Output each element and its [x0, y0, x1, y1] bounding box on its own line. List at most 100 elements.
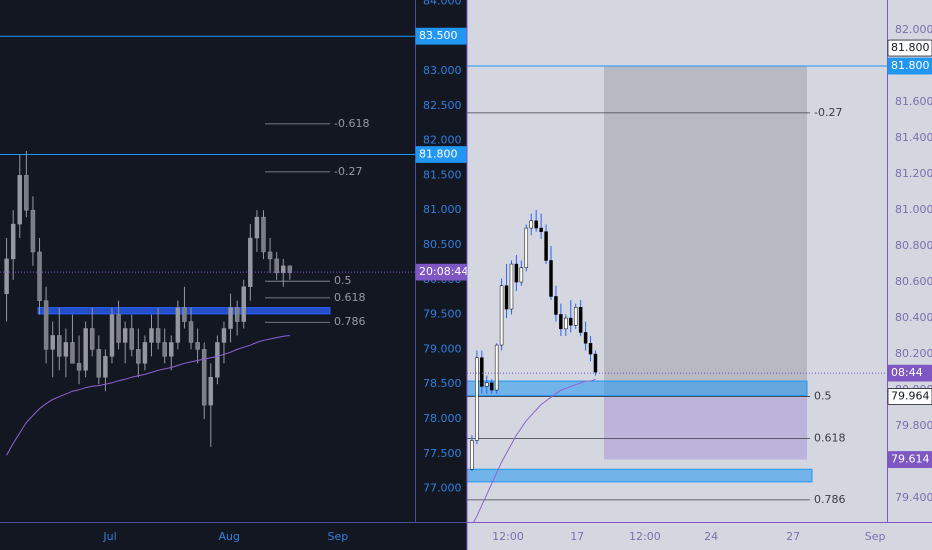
candle-body — [539, 227, 543, 232]
candle-body — [274, 258, 279, 274]
price-badge-label: 79.964 — [891, 390, 930, 403]
time-axis — [0, 522, 467, 550]
candle-body — [564, 317, 568, 330]
candle-body — [519, 267, 524, 283]
y-tick-label: 80.600 — [895, 275, 932, 288]
candle-body — [504, 285, 509, 310]
candle-body — [234, 307, 240, 322]
position-box — [604, 396, 807, 460]
candle-body — [122, 328, 128, 343]
candle-body — [248, 237, 253, 288]
candle-body — [30, 209, 36, 253]
candle-body — [514, 263, 519, 283]
moving-average — [6, 335, 290, 456]
price-axis — [415, 0, 467, 522]
y-tick-label: 79.000 — [423, 342, 462, 355]
price-badge — [887, 57, 932, 75]
candle-body — [221, 328, 227, 343]
candle-body — [136, 349, 141, 364]
candle-body — [24, 175, 29, 211]
price-badge — [887, 388, 932, 405]
y-tick-label: 77.000 — [423, 482, 462, 495]
candle-body — [188, 321, 194, 343]
y-tick-label: 82.000 — [895, 23, 932, 36]
price-badge-label: 79.614 — [891, 453, 930, 466]
price-badge-label: 81.800 — [891, 41, 930, 54]
candle-body — [103, 356, 108, 378]
fib-label: -0.27 — [334, 165, 362, 178]
x-tick-label: 12:00 — [629, 530, 661, 543]
y-tick-label: 82.500 — [423, 99, 462, 112]
price-badge — [887, 451, 932, 468]
candle-body — [267, 251, 273, 260]
x-tick-label: 27 — [786, 530, 800, 543]
y-tick-label: 81.200 — [895, 167, 932, 180]
zone — [466, 380, 808, 396]
x-tick-label: 17 — [570, 530, 584, 543]
candle-body — [83, 328, 88, 371]
candle-body — [480, 357, 484, 387]
fib-label: 0.618 — [334, 291, 366, 304]
candle-body — [17, 175, 22, 225]
candle-body — [142, 342, 148, 364]
candle-body — [96, 349, 102, 378]
candle-body — [57, 335, 62, 357]
y-tick-label: 80.500 — [423, 238, 462, 251]
candle-body — [162, 342, 167, 357]
candle-body — [70, 342, 75, 364]
candle-body — [182, 307, 187, 322]
candle-body — [261, 216, 266, 253]
candle-body — [485, 382, 489, 387]
candle-body — [109, 314, 115, 357]
y-tick-label: 84.000 — [423, 0, 462, 7]
y-tick-label: 83.000 — [423, 64, 462, 77]
price-badge-label: 81.800 — [419, 148, 458, 161]
candle-body — [89, 328, 95, 350]
y-tick-label: 78.000 — [423, 412, 462, 425]
candle-body — [208, 376, 214, 406]
candle-body — [524, 227, 529, 268]
candle-body — [201, 349, 207, 406]
fib-label: 0.786 — [334, 315, 366, 328]
y-tick-label: 79.400 — [895, 491, 932, 504]
moving-average — [471, 378, 596, 526]
candle-body — [4, 258, 9, 294]
candle-body — [544, 231, 548, 261]
y-tick-label: 78.500 — [423, 377, 462, 390]
candle-body — [499, 285, 504, 346]
y-tick-label: 82.000 — [423, 134, 462, 147]
candle-body — [494, 344, 499, 391]
candle-body — [155, 328, 161, 343]
fib-label: -0.618 — [334, 117, 369, 130]
price-badge-label: 83.500 — [419, 29, 458, 42]
candle-body — [470, 440, 474, 470]
candle-body — [583, 332, 588, 344]
y-tick-label: 79.800 — [895, 419, 932, 432]
time-axis — [467, 522, 932, 550]
candle-body — [195, 342, 200, 350]
price-axis — [887, 0, 932, 522]
x-tick-label: Sep — [328, 530, 349, 543]
candle-body — [50, 335, 55, 350]
candle-body — [37, 251, 42, 301]
candle-body — [43, 300, 49, 350]
y-tick-label: 81.000 — [895, 203, 932, 216]
y-tick-label: 81.000 — [423, 203, 462, 216]
price-badge-label: 20:08:44 — [419, 265, 468, 278]
candle-body — [529, 220, 533, 229]
fib-label: 0.786 — [814, 493, 846, 506]
x-tick-label: 24 — [704, 530, 718, 543]
candle-body — [534, 220, 538, 229]
candle-body — [475, 357, 479, 441]
y-tick-label: 81.400 — [895, 131, 932, 144]
x-tick-label: Jul — [102, 530, 116, 543]
zone — [466, 468, 813, 483]
candle-body — [569, 317, 573, 326]
fib-label: 0.5 — [814, 390, 832, 403]
position-box — [604, 66, 807, 397]
candle-body — [10, 223, 16, 260]
candle-body — [489, 382, 494, 391]
candle-body — [573, 307, 578, 326]
y-tick-label: 80.800 — [895, 239, 932, 252]
